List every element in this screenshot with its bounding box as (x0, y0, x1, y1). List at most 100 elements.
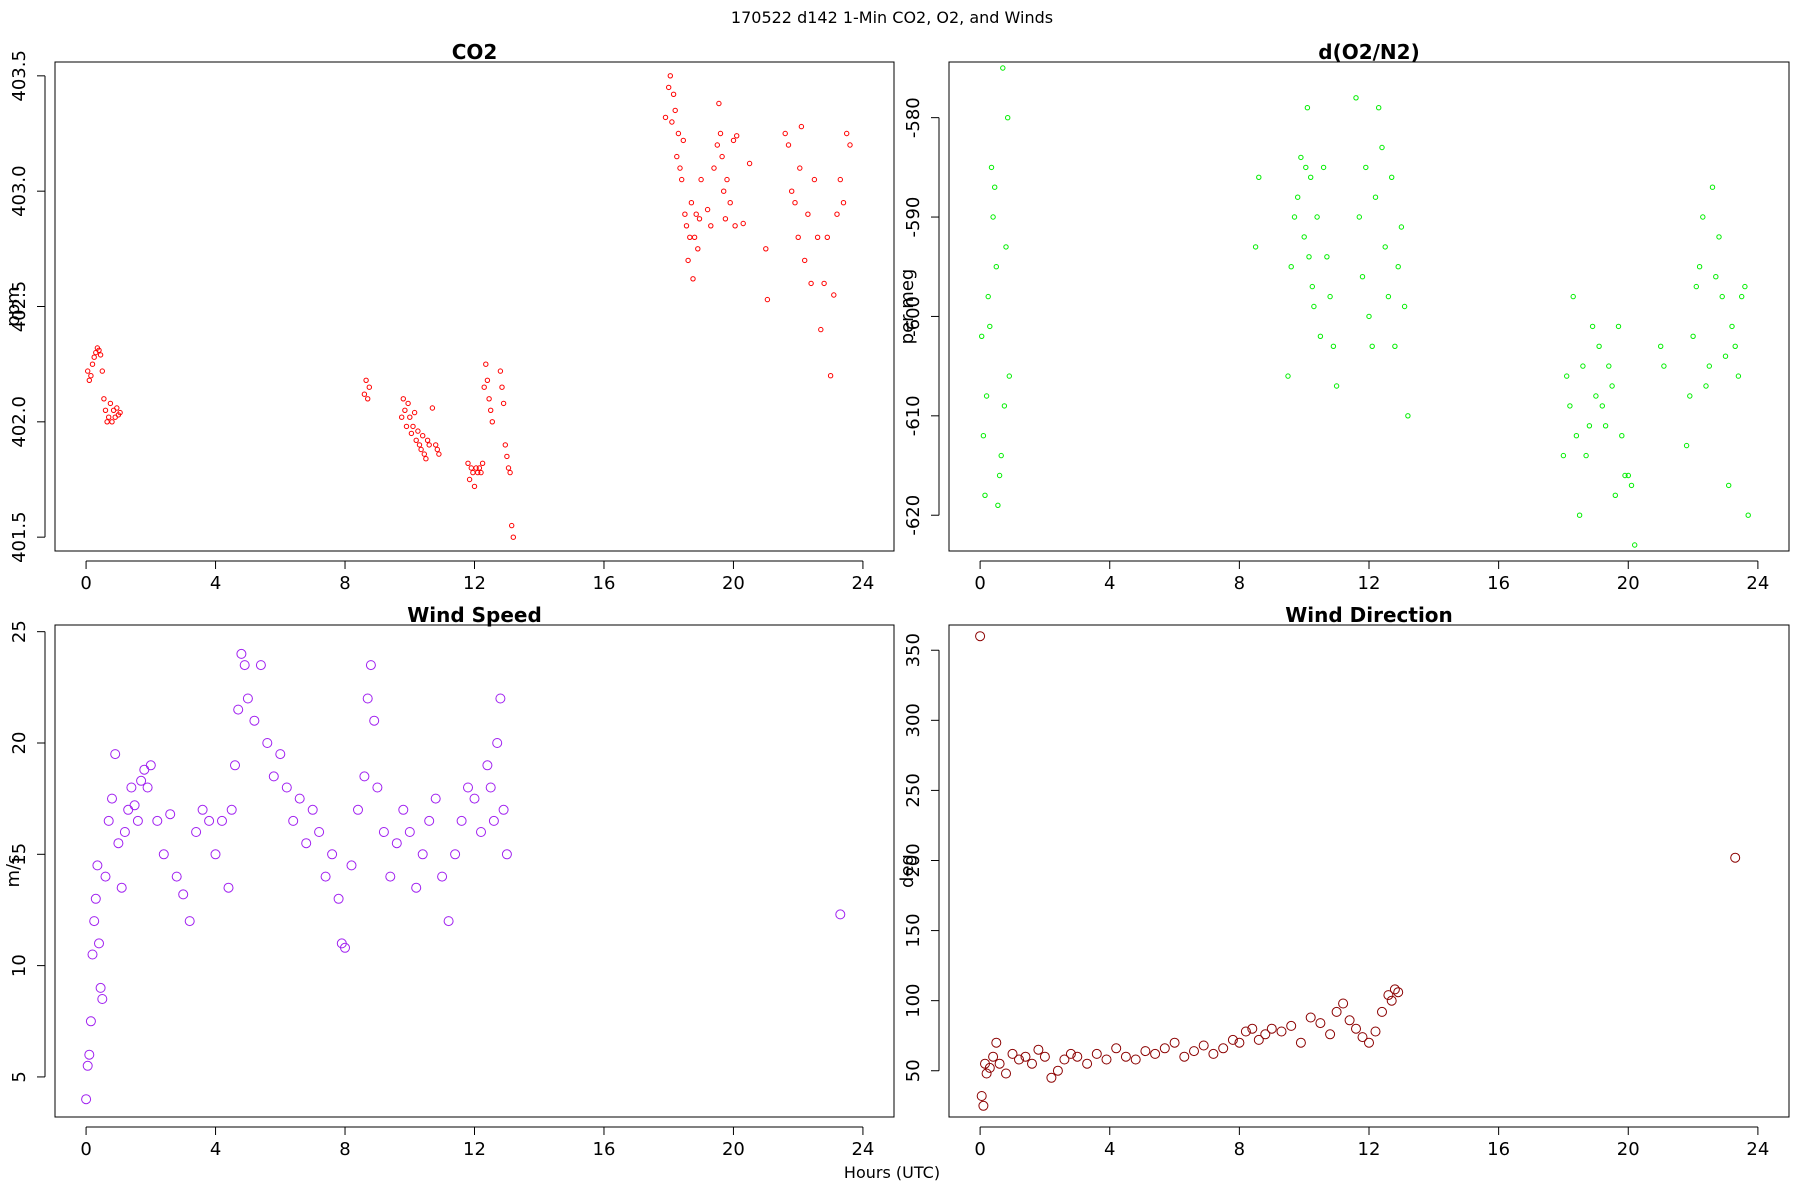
co2-point (721, 188, 727, 194)
co2-point (478, 469, 484, 476)
co2-point (687, 234, 693, 241)
co2-point (99, 368, 106, 374)
o2n2-point (1304, 105, 1311, 111)
co2-point (96, 347, 102, 353)
wind-direction-point (1286, 1020, 1297, 1031)
wind-direction-point (1383, 990, 1394, 1001)
o2n2-point (1580, 363, 1586, 369)
o2n2-point (982, 492, 988, 498)
wind-speed-point (123, 804, 134, 815)
wind-direction-point (1150, 1048, 1161, 1059)
wind-direction-y-tick-label: 250 (903, 773, 924, 807)
o2n2-point (1324, 254, 1330, 260)
panel-o2n2: d(O2/N2) 0 4 8 12 16 20 24 -580 -590 -600 -610 -620 p… (897, 40, 1790, 594)
co2-point (365, 396, 371, 402)
wind-speed-point (443, 916, 454, 927)
wind-speed-point (217, 815, 227, 826)
co2-y-tick-label: 402.5 (9, 281, 30, 333)
co2-point (399, 414, 405, 420)
wind-direction-point (1101, 1054, 1112, 1065)
co2-x-tick-label: 20 (722, 573, 745, 594)
wind-speed-x-tick-label: 4 (210, 1139, 221, 1160)
wind-direction-point (1357, 1032, 1368, 1043)
panel-wind-direction: Wind Direction 0 4 8 12 16 20 24 50 100 150 200 250 3… (897, 603, 1790, 1160)
co2-point (418, 446, 424, 453)
wind-speed-point (327, 849, 338, 860)
co2-y-tick-label: 402.0 (9, 396, 30, 448)
o2n2-point (1583, 452, 1589, 459)
co2-point (717, 130, 724, 137)
wind-speed-point (92, 860, 103, 871)
co2-x-tick-label: 16 (593, 573, 616, 594)
co2-y-tick-label: 403.0 (9, 165, 30, 217)
co2-point (400, 396, 406, 402)
co2-point (693, 211, 699, 217)
wind-speed-point (501, 849, 512, 860)
co2-point (366, 384, 372, 390)
co2-point (499, 384, 505, 390)
co2-point (732, 223, 738, 229)
o2n2-point (1001, 403, 1008, 409)
wind-speed-x-tick-label: 12 (463, 1139, 486, 1160)
wind-speed-point (152, 815, 163, 826)
co2-point (502, 442, 508, 448)
wind-direction-point (1240, 1026, 1251, 1037)
o2n2-point (1722, 353, 1729, 359)
co2-point (691, 234, 698, 241)
co2-point (792, 200, 798, 206)
wind-speed-point (301, 838, 312, 849)
o2n2-point (980, 433, 987, 439)
o2n2-x-tick-label: 24 (1746, 573, 1769, 594)
wind-direction-y-tick-label: 300 (903, 703, 924, 737)
o2n2-point (990, 214, 996, 220)
co2-point (808, 280, 814, 287)
o2n2-point (1596, 343, 1602, 349)
co2-point (727, 200, 733, 206)
co2-point (679, 176, 685, 183)
wind-direction-point (1351, 1023, 1361, 1034)
co2-point (507, 469, 513, 476)
wind-speed-point (100, 871, 111, 882)
o2n2-point (1609, 383, 1615, 389)
wind-speed-point (450, 849, 461, 860)
wind-speed-point (81, 1094, 92, 1105)
wind-direction-point (1065, 1048, 1076, 1059)
o2n2-point (1369, 343, 1375, 349)
o2n2-point (1306, 254, 1312, 260)
co2-point (91, 354, 97, 360)
wind-speed-point (424, 815, 435, 826)
co2-point (827, 373, 834, 379)
o2n2-point (1739, 293, 1745, 300)
co2-points (85, 73, 853, 540)
co2-point (109, 419, 115, 425)
co2-point (405, 400, 411, 407)
co2-point (413, 437, 419, 443)
co2-point (847, 142, 853, 148)
o2n2-point (1401, 303, 1408, 310)
wind-speed-point (249, 715, 260, 726)
wind-direction-point (1189, 1046, 1199, 1057)
o2n2-point (1606, 363, 1612, 369)
wind-direction-point (975, 631, 986, 642)
co2-point (468, 465, 474, 471)
co2-point (408, 430, 415, 437)
wind-speed-point (132, 815, 143, 826)
co2-point (763, 246, 769, 252)
wind-speed-point (158, 849, 169, 860)
co2-point (840, 200, 847, 206)
co2-point (465, 460, 471, 466)
o2n2-y-tick-label: -620 (903, 495, 924, 536)
o2n2-point (1709, 184, 1716, 190)
wind-speed-point (139, 764, 150, 775)
wind-direction-point (1260, 1029, 1271, 1040)
co2-point (471, 483, 478, 490)
wind-direction-y-tick-label: 350 (903, 633, 924, 667)
wind-direction-point (1169, 1037, 1180, 1048)
co2-point (818, 326, 824, 333)
o2n2-point (1288, 264, 1294, 270)
co2-x-tick-label: 0 (80, 573, 91, 594)
wind-direction-point (1052, 1065, 1063, 1076)
wind-speed-point (353, 804, 363, 815)
wind-speed-point (239, 660, 250, 671)
o2n2-x-tick-label: 12 (1358, 573, 1381, 594)
